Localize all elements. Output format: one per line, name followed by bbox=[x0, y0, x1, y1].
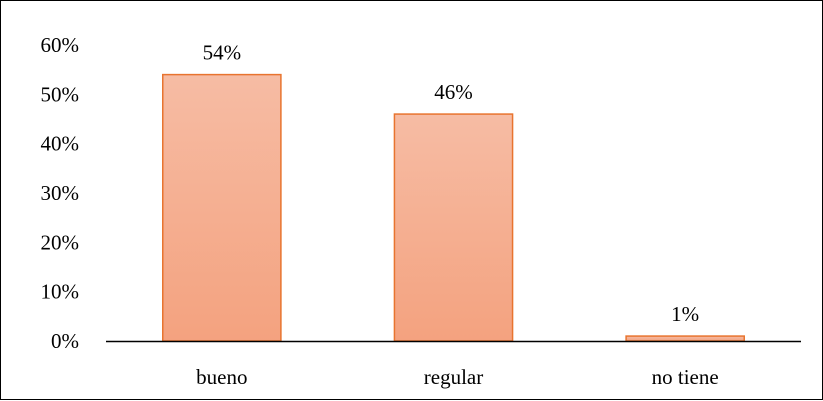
y-tick-label: 0% bbox=[51, 329, 79, 353]
category-label: regular bbox=[424, 365, 483, 389]
y-tick-label: 30% bbox=[41, 181, 80, 205]
category-label: bueno bbox=[196, 365, 247, 389]
y-tick-label: 20% bbox=[41, 230, 80, 254]
category-labels: bueno regular no tiene bbox=[196, 365, 719, 389]
bars bbox=[162, 73, 745, 342]
data-label: 1% bbox=[671, 302, 699, 326]
bar-bueno bbox=[162, 73, 282, 342]
y-axis-ticks: 0% 10% 20% 30% 40% 50% 60% bbox=[41, 33, 80, 353]
y-tick-label: 10% bbox=[41, 280, 80, 304]
category-label: no tiene bbox=[652, 365, 719, 389]
bar-regular bbox=[393, 113, 514, 342]
data-label: 54% bbox=[203, 41, 242, 65]
data-labels: 54% 46% 1% bbox=[203, 41, 700, 326]
data-label: 46% bbox=[434, 80, 473, 104]
y-tick-label: 60% bbox=[41, 33, 80, 57]
y-tick-label: 50% bbox=[41, 82, 80, 106]
y-tick-label: 40% bbox=[41, 132, 80, 156]
bar-no-tiene bbox=[625, 335, 745, 342]
